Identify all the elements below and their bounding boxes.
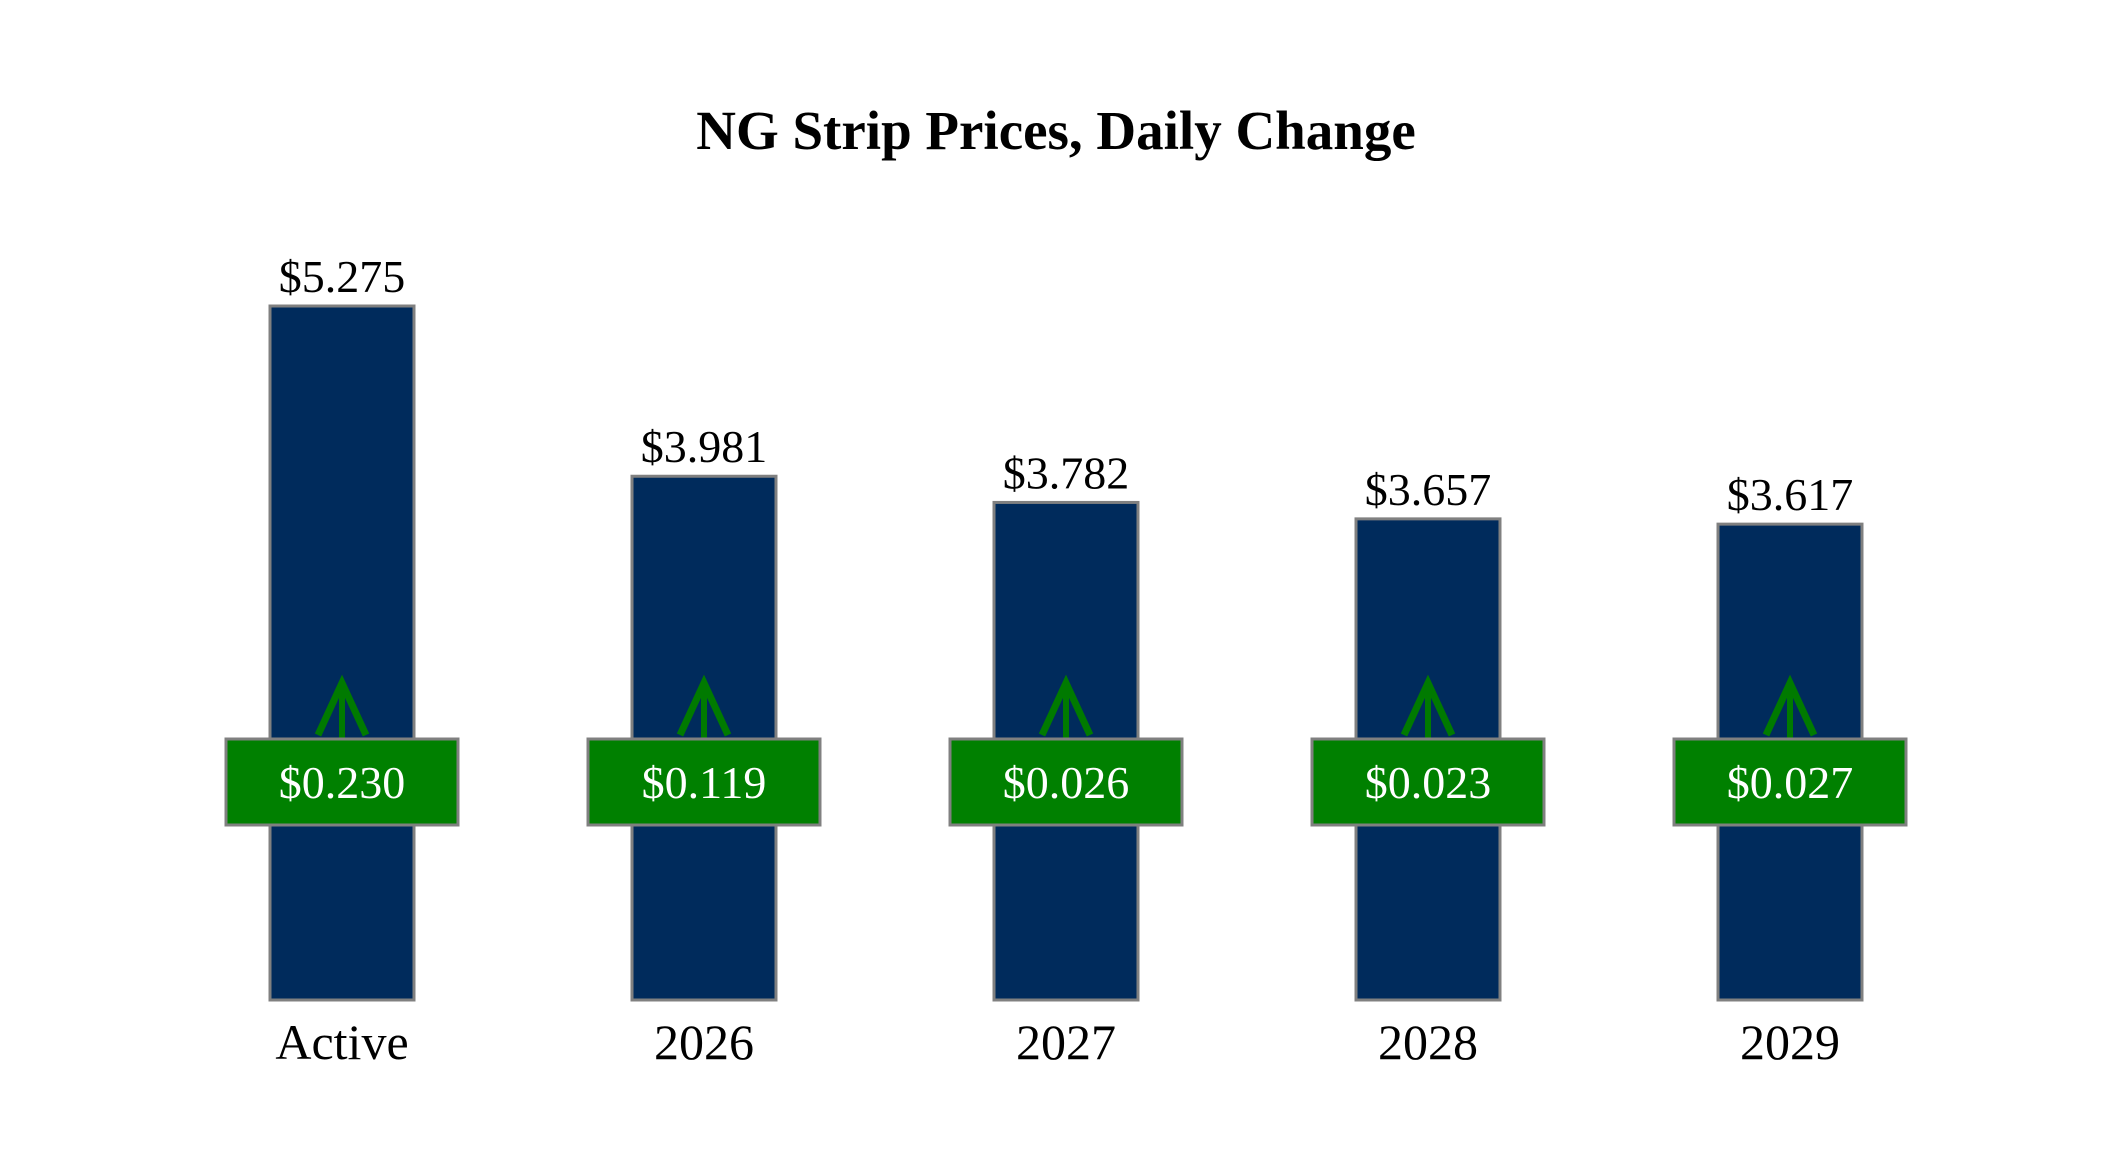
bar-value-label: $3.617	[1727, 469, 1854, 520]
arrow-up-icon	[676, 674, 732, 737]
change-value-label: $0.023	[1365, 757, 1492, 808]
change-value-label: $0.027	[1727, 757, 1854, 808]
change-box	[586, 737, 822, 827]
change-value-label: $0.230	[279, 757, 406, 808]
x-tick-label: Active	[275, 1014, 408, 1070]
change-box	[1672, 737, 1908, 827]
x-tick-label: 2026	[654, 1014, 754, 1070]
bar-value-label: $3.782	[1003, 447, 1130, 498]
chart-title: NG Strip Prices, Daily Change	[696, 100, 1416, 161]
bar-value-label: $3.981	[641, 421, 768, 472]
x-tick-label: 2027	[1016, 1014, 1116, 1070]
x-tick-label: 2029	[1740, 1014, 1840, 1070]
change-box	[948, 737, 1184, 827]
bar	[268, 304, 416, 1002]
arrow-up-icon	[1762, 674, 1818, 737]
bar-value-label: $3.657	[1365, 464, 1492, 515]
change-value-label: $0.119	[642, 757, 767, 808]
change-box	[224, 737, 460, 827]
arrow-up-icon	[1400, 674, 1456, 737]
bar-value-label: $5.275	[279, 251, 406, 302]
x-tick-label: 2028	[1378, 1014, 1478, 1070]
arrow-up-icon	[1038, 674, 1094, 737]
change-box	[1310, 737, 1546, 827]
change-value-label: $0.026	[1003, 757, 1130, 808]
arrow-up-icon	[314, 674, 370, 737]
